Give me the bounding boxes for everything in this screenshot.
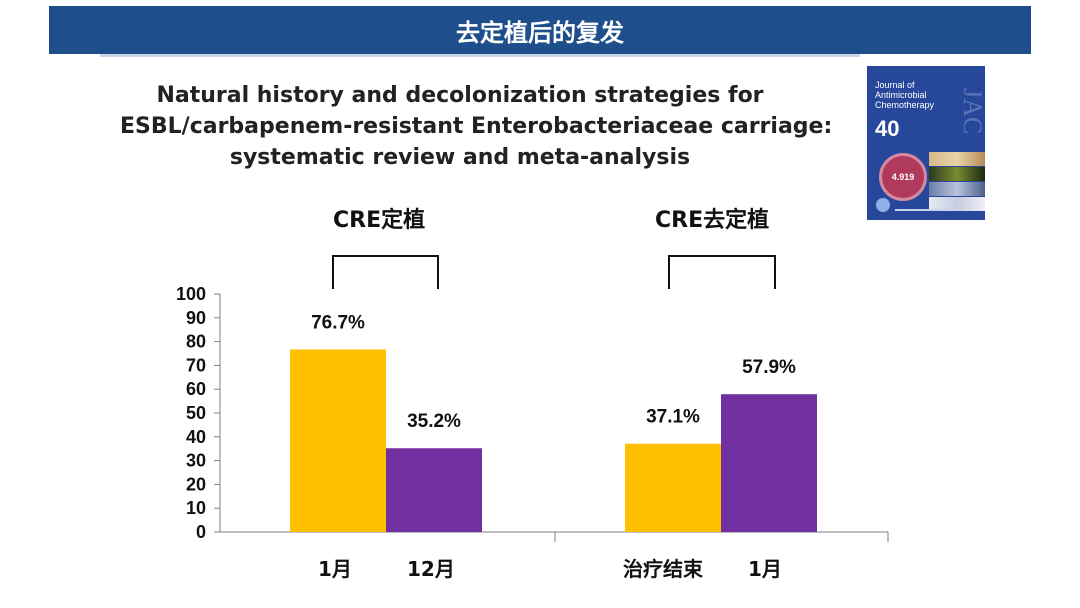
bar-1-1 (721, 394, 817, 532)
slide-banner: 去定植后的复发 (49, 6, 1031, 54)
journal-cover: Journal of Antimicrobial Chemotherapy 40… (867, 66, 985, 220)
journal-cover-abbrev: JAC (958, 88, 985, 135)
y-tick-label: 0 (196, 522, 206, 542)
impact-factor-badge: 4.919 (879, 153, 927, 201)
y-tick-label: 70 (186, 355, 206, 375)
banner-underline (100, 54, 860, 57)
bar-0-1 (386, 448, 482, 532)
journal-cover-title: Journal of Antimicrobial Chemotherapy (875, 80, 935, 110)
category-label-1-month: 1月 (318, 557, 352, 581)
slide-title: 去定植后的复发 (456, 18, 624, 47)
publisher-logo-icon (876, 198, 890, 212)
bar-0-0 (290, 349, 386, 532)
paper-title-line-2: ESBL/carbapenem-resistant Enterobacteria… (120, 114, 833, 139)
category-label-12-month: 12月 (407, 557, 455, 581)
bar-1-0 (625, 443, 721, 532)
group-bracket-1 (668, 255, 776, 289)
data-label-1-0: 37.1% (646, 407, 700, 428)
y-tick-label: 80 (186, 332, 206, 352)
category-label-1-month-after: 1月 (748, 557, 782, 581)
y-tick-label: 30 (186, 451, 206, 471)
paper-title: Natural history and decolonization strat… (120, 80, 833, 173)
cover-image-3 (929, 182, 985, 196)
group-bracket-0 (332, 255, 439, 289)
group-label-cre-decolonization: CRE去定植 (655, 208, 770, 233)
y-tick-label: 60 (186, 379, 206, 399)
journal-cover-volume: 40 (875, 116, 900, 141)
group-label-cre-colonization: CRE定植 (333, 208, 426, 233)
y-tick-label: 10 (186, 498, 206, 518)
data-label-0-1: 35.2% (407, 411, 461, 432)
cover-image-4 (929, 197, 985, 211)
paper-title-line-3: systematic review and meta-analysis (229, 145, 691, 170)
data-label-1-1: 57.9% (742, 357, 796, 378)
category-label-end-of-treatment: 治疗结束 (623, 557, 703, 581)
y-tick-label: 90 (186, 308, 206, 328)
cover-image-1 (929, 152, 985, 166)
y-tick-label: 50 (186, 403, 206, 423)
data-label-0-0: 76.7% (311, 312, 365, 333)
y-tick-label: 40 (186, 427, 206, 447)
cover-footer-line (895, 209, 955, 211)
cover-image-2 (929, 167, 985, 181)
y-tick-label: 100 (176, 284, 206, 304)
paper-title-line-1: Natural history and decolonization strat… (156, 83, 764, 108)
y-tick-label: 20 (186, 474, 206, 494)
